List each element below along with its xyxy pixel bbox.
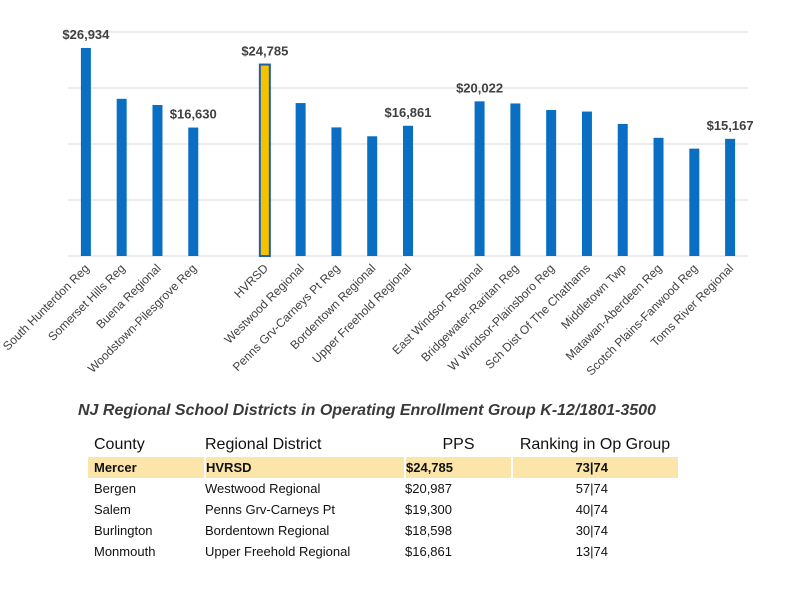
- cell-district: Westwood Regional: [205, 481, 321, 496]
- cell-county: Monmouth: [94, 544, 156, 559]
- table-header-row: County Regional District PPS Ranking in …: [88, 433, 678, 457]
- chart-data-labels: $26,934 $16,630 $24,785 $16,861 $20,022 $15,1…: [62, 27, 753, 133]
- data-label: $16,630: [170, 107, 217, 122]
- bar-south-hunterdon-reg: [80, 47, 91, 256]
- bar-w-windsor-plainsboro-reg: [546, 110, 557, 256]
- bar-east-windsor-regional: [474, 101, 485, 256]
- cell-district: HVRSD: [205, 457, 406, 478]
- cell-rank: 40|74: [575, 502, 608, 517]
- bar-buena-regional: [152, 104, 163, 256]
- header-pps: PPS: [442, 436, 475, 453]
- bar-bordentown-regional: [367, 136, 378, 256]
- bar-bridgewater-raritan-reg: [510, 103, 521, 256]
- header-county: County: [94, 436, 145, 453]
- table-row: Salem Penns Grv-Carneys Pt $19,300 40|74: [88, 499, 678, 520]
- table-row: Burlington Bordentown Regional $18,598 3…: [88, 520, 678, 541]
- chart-bars: [80, 47, 736, 258]
- cell-pps: $16,861: [405, 544, 452, 559]
- table-title: NJ Regional School Districts in Operatin…: [78, 402, 656, 419]
- data-label: $26,934: [62, 27, 110, 42]
- cell-district: Upper Freehold Regional: [205, 544, 351, 559]
- cell-rank: 30|74: [575, 523, 608, 538]
- bar-penns-grv-carneys-pt-reg: [331, 127, 342, 257]
- bar-sch-dist-of-the-chathams: [581, 111, 592, 256]
- cell-district: Bordentown Regional: [205, 523, 330, 538]
- table-row: Monmouth Upper Freehold Regional $16,861…: [88, 541, 678, 562]
- bar-westwood-regional: [295, 103, 306, 256]
- cell-rank: 57|74: [575, 481, 608, 496]
- cell-pps: $20,987: [405, 481, 452, 496]
- header-ranking: Ranking in Op Group: [519, 436, 671, 453]
- cell-rank: 13|74: [575, 544, 608, 559]
- cell-county: Mercer: [88, 457, 206, 478]
- data-label: $24,785: [241, 44, 288, 59]
- bar-woodstown-pilesgrove-reg: [188, 127, 199, 257]
- table-row: Bergen Westwood Regional $20,987 57|74: [88, 478, 678, 499]
- cell-pps: $24,785: [405, 457, 513, 478]
- data-label: $15,167: [707, 118, 754, 133]
- cell-county: Burlington: [94, 523, 153, 538]
- header-district: Regional District: [205, 436, 322, 453]
- bar-somerset-hills-reg: [116, 98, 127, 257]
- bar-chart: $26,934 $16,630 $24,785 $16,861 $20,022 $15,1…: [0, 27, 754, 378]
- cell-county: Bergen: [94, 481, 136, 496]
- cell-pps: $19,300: [405, 502, 452, 517]
- cell-district: Penns Grv-Carneys Pt: [205, 502, 336, 517]
- districts-table: County Regional District PPS Ranking in …: [88, 433, 678, 562]
- bar-toms-river-regional: [725, 138, 736, 256]
- cell-rank: 73|74: [512, 457, 678, 478]
- bar-matawan-aberdeen-reg: [653, 137, 664, 256]
- bar-scotch-plains-fanwood-reg: [689, 148, 700, 256]
- bar-hvrsd: [258, 63, 271, 258]
- cell-pps: $18,598: [405, 523, 452, 538]
- data-label: $20,022: [456, 80, 503, 95]
- data-label: $16,861: [385, 105, 432, 120]
- cell-county: Salem: [94, 502, 131, 517]
- bar-upper-freehold-regional: [403, 125, 413, 257]
- bar-middletown-twp: [617, 123, 628, 257]
- table-row: Mercer HVRSD $24,785 73|74: [88, 457, 678, 478]
